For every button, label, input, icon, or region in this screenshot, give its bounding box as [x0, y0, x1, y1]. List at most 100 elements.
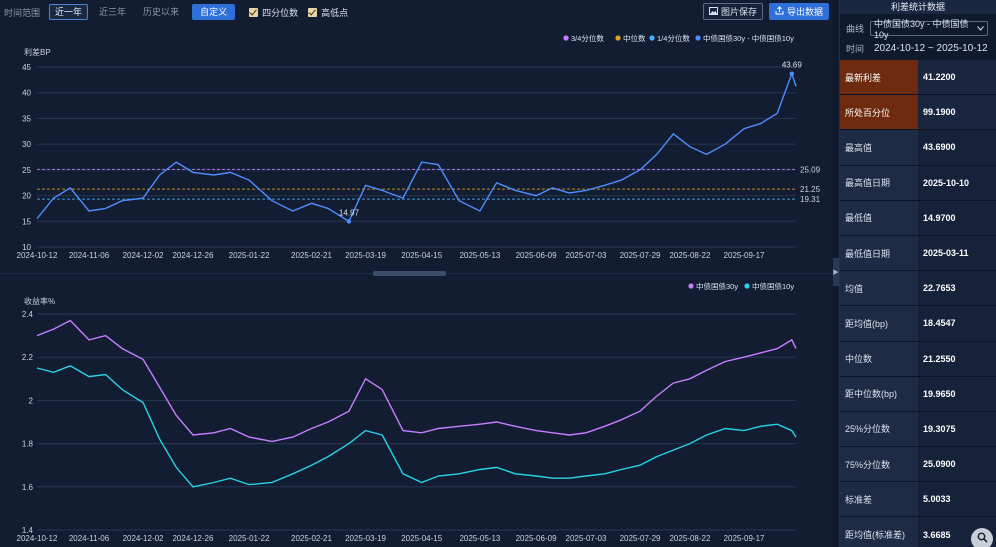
stat-row-min: 最低值 14.9700: [840, 200, 996, 236]
stat-row-q25: 25%分位数 19.3075: [840, 411, 996, 448]
yield-x-axis: 2024-10-12 2024-11-06 2024-12-02 2024-12-26…: [17, 534, 765, 543]
y-tick-label: 2.2: [22, 353, 34, 362]
stat-row-median: 中位数 21.2550: [840, 341, 996, 377]
spread-x-axis: 2024-10-12 2024-11-06 2024-12-02 2024-12-26…: [17, 251, 765, 260]
x-tick-label: 2025-01-22: [229, 251, 270, 260]
x-tick-label: 2024-10-12: [17, 534, 58, 543]
highlow-checkbox[interactable]: 高低点: [308, 6, 348, 19]
checkbox-checked-icon: [249, 7, 259, 17]
x-tick-label: 2024-12-02: [123, 251, 164, 260]
x-tick-label: 2025-03-19: [345, 251, 386, 260]
custom-range-button[interactable]: 自定义: [192, 4, 236, 20]
save-image-button[interactable]: 图片保存: [703, 3, 763, 20]
y-tick-label: 2: [29, 396, 34, 405]
range-1y-button[interactable]: 近一年: [49, 4, 89, 20]
toolbar: 时间范围 近一年 近三年 历史以来 自定义 四分位数 高低点: [0, 0, 833, 24]
time-range-label: 时间范围: [4, 7, 41, 18]
legend-marker: [649, 35, 655, 41]
x-tick-label: 2025-07-29: [620, 534, 661, 543]
chevron-right-icon: ▶: [833, 269, 839, 276]
stat-label: 距均值(bp): [840, 306, 918, 341]
spread-y-axis: 45 40 35 30 25 20 15 10: [22, 63, 31, 252]
stat-label: 75%分位数: [840, 447, 918, 482]
stats-table: 最新利差 41.2200 所处百分位 99.1900 最高值 43.6900 最高值日…: [840, 60, 996, 547]
y-tick-label: 40: [22, 89, 31, 98]
quartile-checkbox[interactable]: 四分位数: [249, 6, 298, 19]
spread-unit-label: 利差BP: [24, 47, 51, 57]
x-tick-label: 2024-11-06: [69, 534, 110, 543]
yield-legend: 中债国债30y 中债国债10y: [688, 281, 794, 291]
legend-marker: [695, 35, 701, 41]
stat-row-latest-spread: 最新利差 41.2200: [840, 60, 996, 96]
x-tick-label: 2025-08-22: [669, 534, 710, 543]
search-button[interactable]: [971, 528, 993, 547]
stat-label: 距均值(标准差): [840, 517, 918, 547]
legend-marker: [688, 283, 694, 289]
legend-label: 3/4分位数: [571, 33, 604, 43]
x-tick-label: 2025-02-21: [291, 534, 332, 543]
x-tick-label: 2025-04-15: [401, 251, 442, 260]
legend-marker: [615, 35, 621, 41]
y-tick-label: 15: [22, 217, 31, 226]
y-tick-label: 10: [22, 243, 31, 252]
quartile-checkbox-label: 四分位数: [262, 7, 299, 18]
curve-label: 曲线: [846, 23, 865, 34]
legend-marker: [744, 283, 750, 289]
stat-label: 距中位数(bp): [840, 376, 918, 411]
legend-label: 1/4分位数: [657, 33, 690, 43]
x-tick-label: 2025-07-03: [566, 534, 607, 543]
x-tick-label: 2024-12-26: [172, 251, 213, 260]
export-icon: [775, 6, 784, 17]
stat-value: 14.9700: [918, 200, 996, 235]
quartile-value-label: 21.25: [800, 185, 821, 194]
high-point-marker: [789, 71, 795, 76]
high-point-label: 43.69: [782, 61, 803, 70]
yield-y-axis: 2.4 2.2 2 1.8 1.6 1.4: [22, 310, 34, 535]
save-image-label: 图片保存: [720, 7, 757, 17]
checkbox-checked-icon: [308, 7, 318, 17]
range-all-button[interactable]: 历史以来: [143, 7, 180, 17]
yield-30y-line: [36, 319, 797, 443]
chevron-down-icon: [977, 23, 984, 33]
stat-label: 标准差: [840, 482, 918, 517]
quartile-value-label: 25.09: [800, 165, 821, 174]
export-data-label: 导出数据: [786, 7, 823, 17]
y-tick-label: 30: [22, 140, 31, 149]
stat-label: 最高值日期: [840, 165, 918, 200]
chart-area: 时间范围 近一年 近三年 历史以来 自定义 四分位数 高低点 图片保存: [0, 0, 833, 547]
stat-label: 最新利差: [840, 60, 918, 95]
panel-title: 利差统计数据: [840, 0, 996, 14]
stat-label: 25%分位数: [840, 411, 918, 447]
yield-grid: [37, 313, 796, 531]
spread-chart: 利差BP 3/4分位数 中位数 1/4分位数 中债国债30y - 中债国债10y 45…: [17, 33, 821, 260]
x-tick-label: 2025-08-22: [669, 251, 710, 260]
stat-value: 18.4547: [918, 306, 996, 341]
quartile-value-label: 19.31: [800, 195, 821, 204]
x-tick-label: 2024-10-12: [17, 251, 58, 260]
y-tick-label: 1.6: [22, 483, 34, 492]
pane-resize-handle[interactable]: [373, 271, 446, 276]
x-tick-label: 2025-02-21: [291, 251, 332, 260]
x-tick-label: 2025-03-19: [345, 534, 386, 543]
stat-value: 41.2200: [918, 60, 996, 95]
spread-grid: [37, 66, 796, 248]
stat-value: 25.0900: [918, 447, 996, 482]
x-tick-label: 2025-07-03: [566, 251, 607, 260]
legend-marker: [563, 35, 569, 41]
legend-label: 中债国债30y: [696, 281, 738, 291]
panel-collapse-button[interactable]: ▶: [833, 258, 839, 286]
stat-label: 最低值: [840, 200, 918, 235]
stat-row-dist-mean: 距均值(bp) 18.4547: [840, 306, 996, 342]
curve-row: 曲线 中债国债30y - 中债国债10y: [840, 18, 996, 40]
range-3y-button[interactable]: 近三年: [99, 7, 127, 17]
stat-value: 21.2550: [918, 341, 996, 376]
stat-value: 5.0033: [918, 482, 996, 517]
yield-chart: 收益率% 中债国债30y 中债国债10y 2.4 2.2 2 1.8 1.6 1.4 202…: [17, 281, 797, 543]
stat-row-q75: 75%分位数 25.0900: [840, 447, 996, 483]
stat-row-percentile: 所处百分位 99.1900: [840, 95, 996, 131]
stat-row-min-date: 最低值日期 2025-03-11: [840, 235, 996, 272]
curve-select[interactable]: 中债国债30y - 中债国债10y: [870, 19, 988, 40]
stat-row-max-date: 最高值日期 2025-10-10: [840, 165, 996, 201]
export-data-button[interactable]: 导出数据: [769, 3, 829, 20]
